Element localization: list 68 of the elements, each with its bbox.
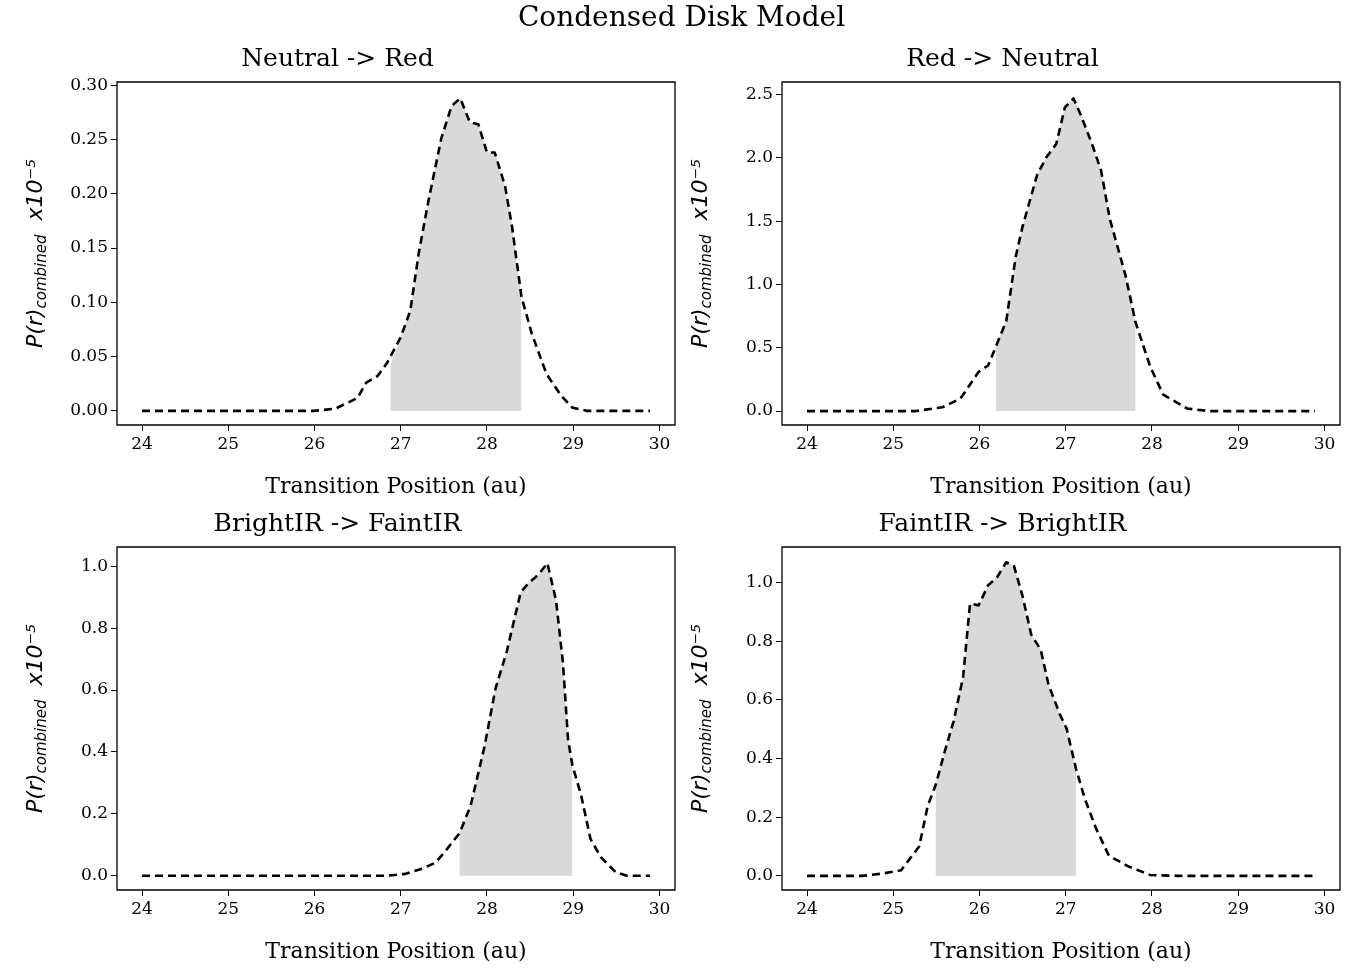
y-tick-label: 0.0 <box>80 864 108 885</box>
y-tick-label: 0.8 <box>80 616 108 637</box>
x-tick-label: 25 <box>217 897 240 918</box>
y-axis-title: P(r)combined x10⁻⁵ <box>686 159 716 348</box>
y-tick-label: 0.4 <box>80 740 108 761</box>
x-axis-title: Transition Position (au) <box>265 937 527 963</box>
y-tick-label: 0.0 <box>745 399 773 420</box>
x-tick-label: 30 <box>1313 432 1336 453</box>
x-tick-label: 25 <box>217 432 240 453</box>
y-axis-title: P(r)combined x10⁻⁵ <box>21 624 51 813</box>
x-tick-label: 26 <box>968 432 991 453</box>
y-tick-label: 0.6 <box>80 678 108 699</box>
x-tick-label: 29 <box>562 897 585 918</box>
y-tick-label: 0.25 <box>70 127 108 148</box>
x-tick-label: 26 <box>303 432 326 453</box>
y-tick-label: 1.5 <box>745 209 773 230</box>
x-tick-label: 24 <box>796 897 818 918</box>
x-tick-label: 28 <box>1141 432 1163 453</box>
text: Condensed Disk Model <box>516 0 847 34</box>
x-tick-label: 30 <box>648 897 671 918</box>
chart-title: FaintIR -> BrightIR <box>878 507 1128 537</box>
x-axis-title: Transition Position (au) <box>930 472 1192 498</box>
x-tick-label: 29 <box>1227 432 1250 453</box>
y-axis-title: P(r)combined x10⁻⁵ <box>21 159 51 348</box>
y-tick-label: 0.5 <box>745 336 773 357</box>
x-tick-label: 26 <box>303 897 326 918</box>
chart-title: Neutral -> Red <box>241 42 434 72</box>
x-tick-label: 26 <box>968 897 991 918</box>
y-tick-label: 0.30 <box>70 73 108 94</box>
y-tick-label: 0.0 <box>745 864 773 885</box>
y-tick-label: 0.6 <box>745 688 773 709</box>
x-tick-label: 30 <box>1313 897 1336 918</box>
x-tick-label: 24 <box>796 432 818 453</box>
x-tick-label: 25 <box>882 432 905 453</box>
y-tick-label: 0.10 <box>70 290 108 311</box>
x-tick-label: 27 <box>389 897 412 918</box>
y-axis-title: P(r)combined x10⁻⁵ <box>686 624 716 813</box>
x-tick-label: 30 <box>648 432 671 453</box>
chart-title: Red -> Neutral <box>906 42 1099 72</box>
x-tick-label: 24 <box>131 897 153 918</box>
y-tick-label: 0.8 <box>745 629 773 650</box>
line-series <box>805 97 1317 413</box>
y-tick-label: 0.00 <box>70 399 108 420</box>
x-tick-label: 27 <box>1054 432 1077 453</box>
x-tick-label: 24 <box>131 432 153 453</box>
x-tick-label: 29 <box>562 432 585 453</box>
x-axis-title: Transition Position (au) <box>265 472 527 498</box>
x-tick-label: 29 <box>1227 897 1250 918</box>
x-tick-label: 28 <box>476 897 498 918</box>
y-tick-label: 0.4 <box>745 746 773 767</box>
y-tick-label: 1.0 <box>745 570 773 591</box>
y-tick-label: 2.0 <box>745 146 773 167</box>
y-tick-label: 1.0 <box>80 554 108 575</box>
x-tick-label: 28 <box>476 432 498 453</box>
y-tick-label: 0.20 <box>70 182 108 203</box>
line-series <box>140 96 652 413</box>
y-tick-label: 0.05 <box>70 345 108 366</box>
x-tick-label: 25 <box>882 897 905 918</box>
y-tick-label: 2.5 <box>745 83 773 104</box>
y-tick-label: 0.2 <box>80 802 108 823</box>
x-tick-label: 28 <box>1141 897 1163 918</box>
y-tick-label: 0.2 <box>745 805 773 826</box>
y-tick-label: 1.0 <box>745 272 773 293</box>
x-axis-title: Transition Position (au) <box>930 937 1192 963</box>
chart-title: BrightIR -> FaintIR <box>213 507 463 537</box>
y-tick-label: 0.15 <box>70 236 108 257</box>
x-tick-label: 27 <box>389 432 412 453</box>
x-tick-label: 27 <box>1054 897 1077 918</box>
